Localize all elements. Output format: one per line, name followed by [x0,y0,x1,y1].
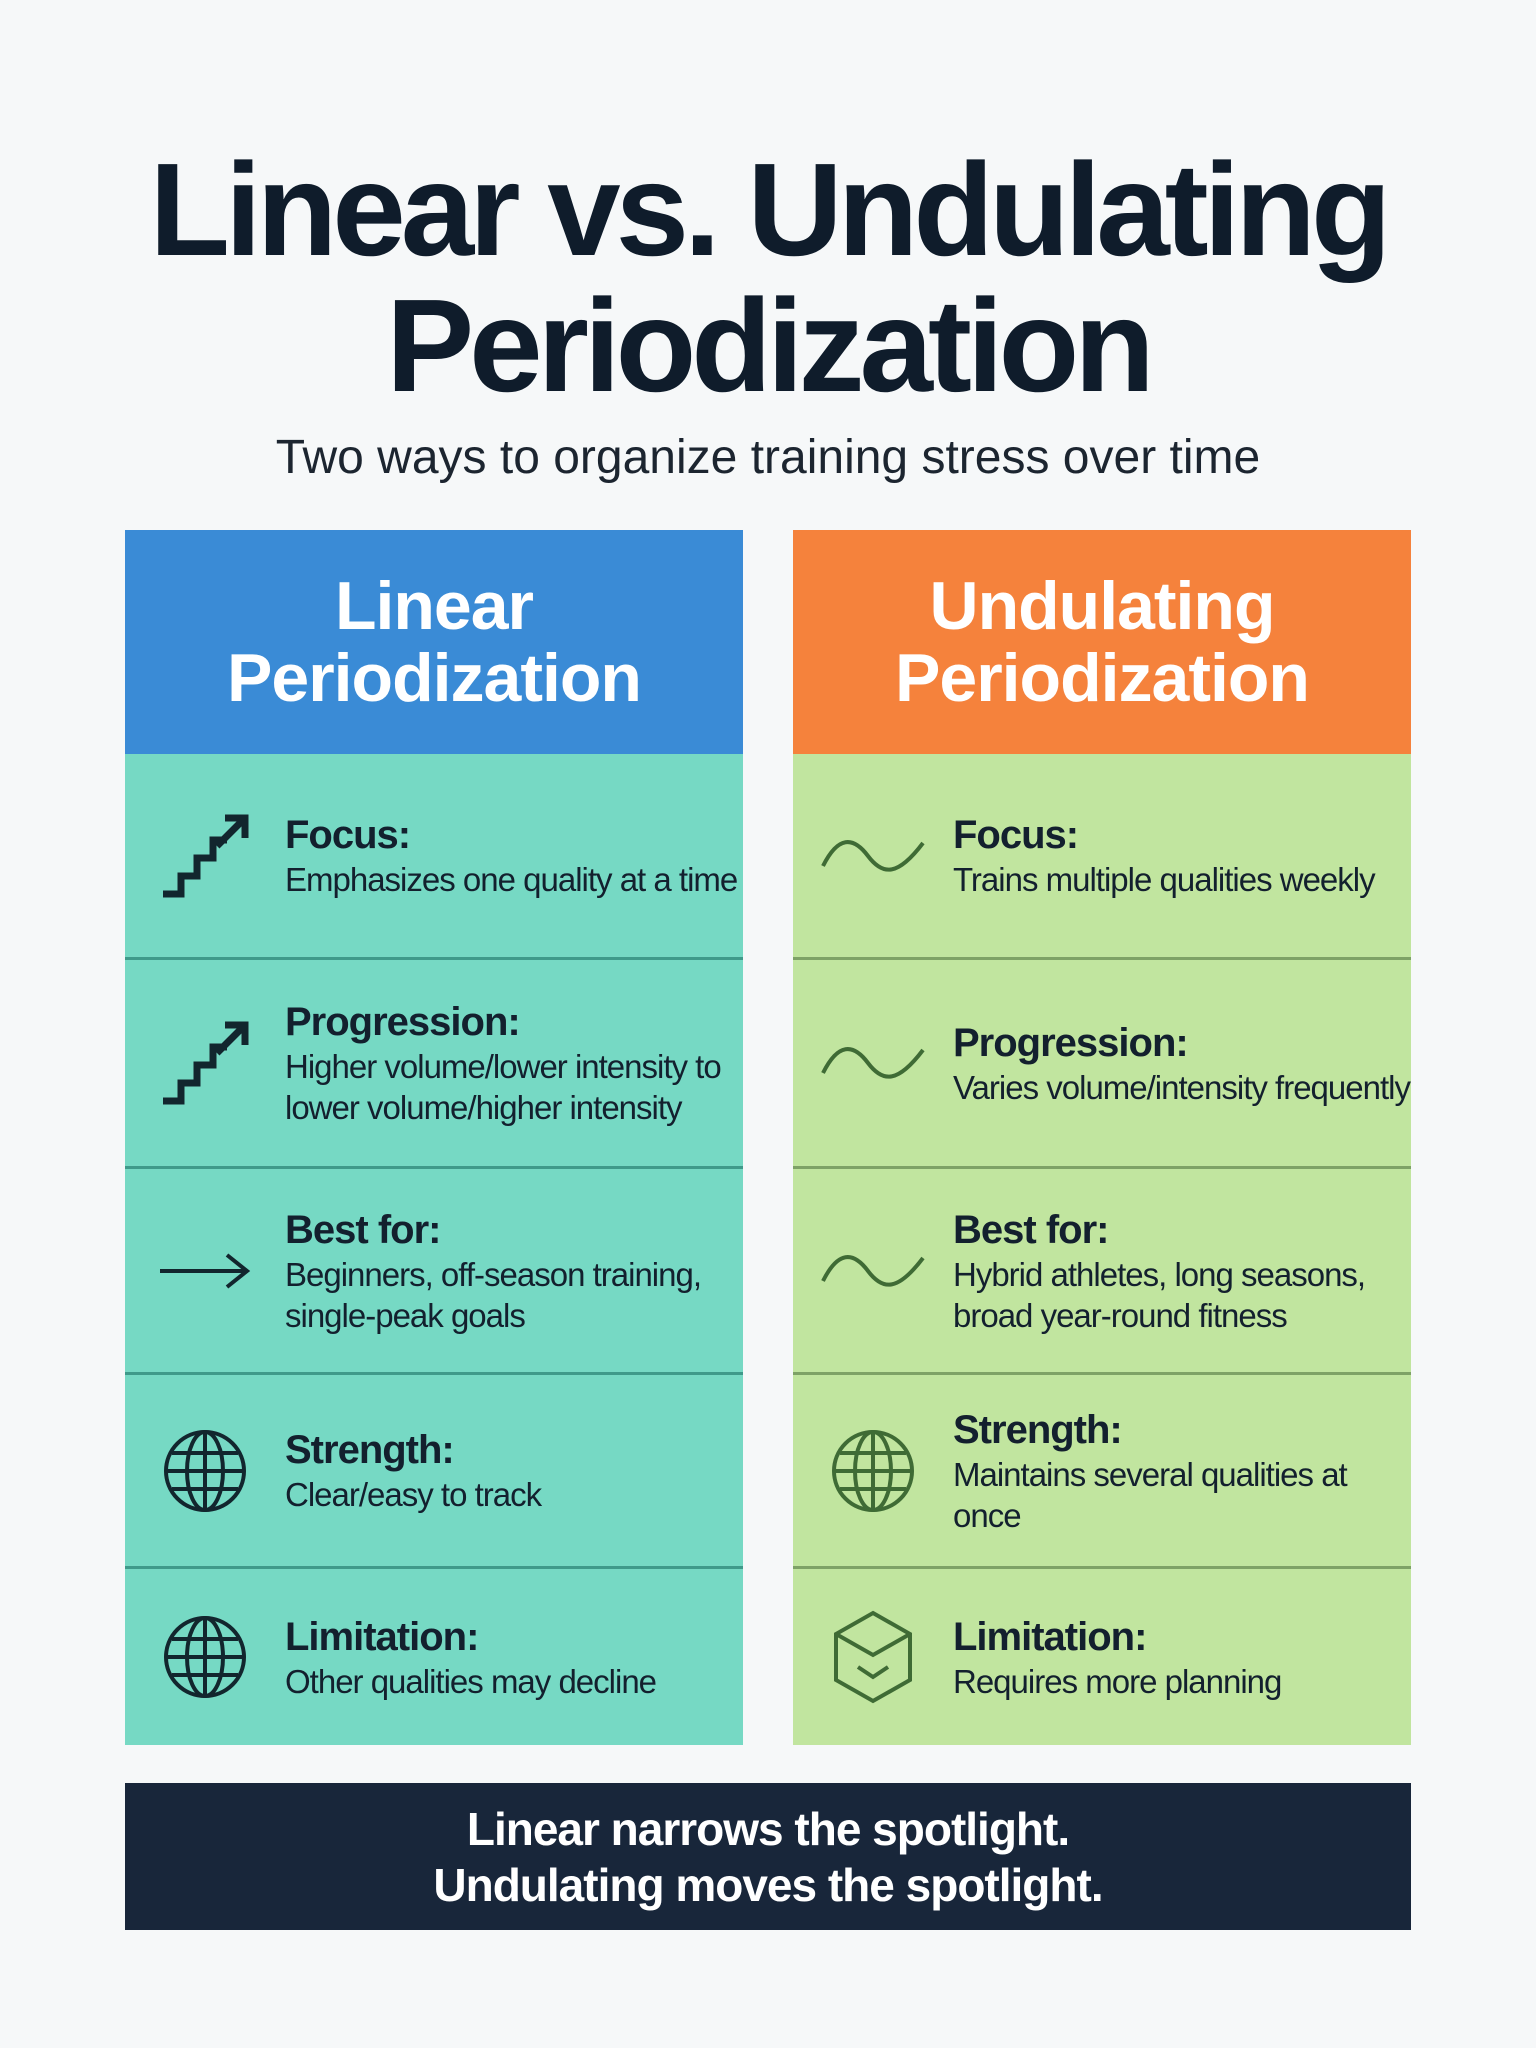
linear-header: Linear Periodization [125,530,743,754]
linear-row-progression: Progression: Higher volume/lower intensit… [125,960,743,1169]
undulating-row-progression: Progression: Varies volume/intensity freq… [793,960,1411,1169]
row-text: Best for: Hybrid athletes, long seasons, … [953,1206,1411,1336]
row-text: Strength: Maintains several qualities at … [953,1406,1411,1536]
row-text: Progression: Varies volume/intensity freq… [953,1019,1411,1108]
globe-icon [793,1426,953,1516]
row-label: Focus: [953,813,1079,857]
row-text: Limitation: Other qualities may decline [285,1613,657,1702]
undulating-header: Undulating Periodization [793,530,1411,754]
wave-icon [793,1038,953,1088]
wave-icon [793,831,953,881]
title-line-1: Linear vs. Undulating [149,136,1391,283]
undulating-row-limitation: Limitation: Requires more planning [793,1569,1411,1745]
row-description: Other qualities may decline [285,1662,657,1700]
row-description: Hybrid athletes, long seasons, broad yea… [953,1255,1366,1334]
row-description: Beginners, off-season training, single-p… [285,1255,702,1334]
row-label: Progression: [953,1020,1189,1065]
linear-row-strength: Strength: Clear/easy to track [125,1375,743,1569]
linear-row-bestfor: Best for: Beginners, off-season training,… [125,1169,743,1375]
row-description: Emphasizes one quality at a time [285,861,738,898]
box-icon [793,1607,953,1707]
subtitle: Two ways to organize training stress ove… [275,431,1261,484]
row-label: Limitation: [285,1614,479,1659]
undulating-column: Undulating Periodization Focus: Trains mu… [793,530,1411,1745]
row-label: Best for: [285,1207,441,1252]
stairs-arrow-icon [125,1013,285,1113]
footer-banner: Linear narrows the spotlight. Undulating… [125,1783,1411,1930]
footer-line-1: Linear narrows the spotlight. [466,1803,1070,1855]
linear-row-focus: Focus: Emphasizes one quality at a time [125,754,743,960]
row-label: Limitation: [953,1614,1147,1659]
row-text: Focus: Emphasizes one quality at a time [285,811,738,900]
row-description: Requires more planning [953,1662,1282,1700]
linear-row-limitation: Limitation: Other qualities may decline [125,1569,743,1745]
stairs-arrow-icon [125,806,285,906]
row-text: Best for: Beginners, off-season training,… [285,1206,743,1336]
row-text: Focus: Trains multiple qualities weekly [953,811,1376,900]
wave-icon [793,1246,953,1296]
title-line-2: Periodization [386,272,1155,419]
row-label: Strength: [285,1428,455,1472]
row-description: Clear/easy to track [285,1476,542,1513]
row-description: Trains multiple qualities weekly [953,861,1376,898]
linear-column: Linear Periodization Focus: Emphasizes on… [125,530,743,1745]
footer-line-2: Undulating moves the spotlight. [433,1859,1103,1911]
undulating-row-bestfor: Best for: Hybrid athletes, long seasons, … [793,1169,1411,1375]
row-label: Best for: [953,1207,1109,1252]
row-description: Varies volume/intensity frequently [953,1068,1411,1106]
globe-icon [125,1426,285,1516]
row-text: Limitation: Requires more planning [953,1613,1282,1702]
row-text: Strength: Clear/easy to track [285,1426,542,1515]
row-text: Progression: Higher volume/lower intensit… [285,998,743,1128]
row-label: Strength: [953,1407,1123,1452]
arrow-right-icon [125,1241,285,1301]
undulating-row-strength: Strength: Maintains several qualities at … [793,1375,1411,1569]
undulating-row-focus: Focus: Trains multiple qualities weekly [793,754,1411,960]
globe-icon [125,1612,285,1702]
row-description: Maintains several qualities at once [953,1455,1348,1534]
row-label: Progression: [285,1000,521,1044]
row-label: Focus: [285,813,411,857]
row-description: Higher volume/lower intensity to lower v… [285,1048,722,1126]
